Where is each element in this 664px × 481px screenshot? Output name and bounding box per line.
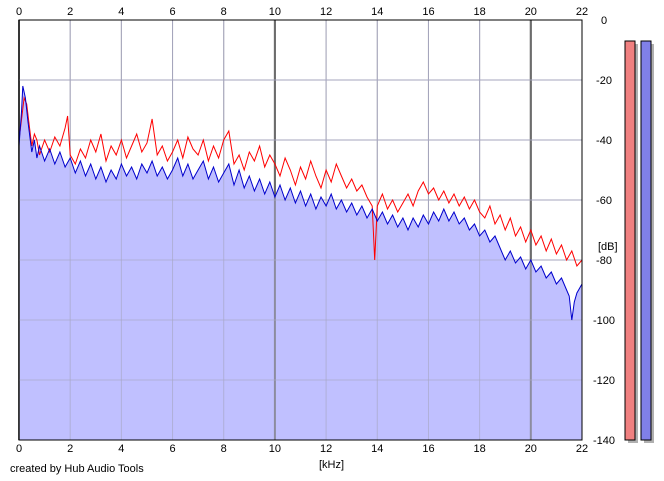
- meter-bar-right: [640, 40, 652, 441]
- x-tick-label-top: 0: [16, 6, 22, 18]
- series-line-blue: [18, 85, 583, 321]
- y-axis-label: [dB]: [598, 241, 618, 253]
- x-tick-label-top: 6: [169, 6, 175, 18]
- y-tick-label: -20: [596, 75, 612, 87]
- x-tick-label-top: 14: [371, 6, 383, 18]
- area-fill-path: [19, 86, 582, 440]
- y-tick-label: 0: [601, 15, 607, 27]
- x-tick-label-bottom: 22: [576, 443, 588, 455]
- x-tick-label-top: 16: [422, 6, 434, 18]
- y-tick-label: -100: [593, 315, 615, 327]
- x-axis-label: [kHz]: [319, 459, 344, 471]
- meter-bar-left: [624, 40, 636, 441]
- x-tick-label-bottom: 8: [221, 443, 227, 455]
- x-tick-label-bottom: 2: [67, 443, 73, 455]
- y-tick-label: -40: [596, 135, 612, 147]
- x-tick-label-top: 18: [474, 6, 486, 18]
- x-tick-label-bottom: 0: [16, 443, 22, 455]
- plot-border: [18, 19, 583, 441]
- y-axis-ticks: 0 -20 -40 -60 -80 -100 -120 -140: [593, 15, 615, 447]
- credit-text: created by Hub Audio Tools: [10, 463, 144, 475]
- y-tick-label: -80: [596, 255, 612, 267]
- x-tick-label-top: 20: [525, 6, 537, 18]
- x-tick-label-top: 10: [269, 6, 281, 18]
- x-tick-label-bottom: 16: [422, 443, 434, 455]
- x-tick-label-bottom: 6: [169, 443, 175, 455]
- x-tick-label-bottom: 10: [269, 443, 281, 455]
- x-tick-label-bottom: 12: [320, 443, 332, 455]
- x-tick-label-bottom: 4: [118, 443, 124, 455]
- x-tick-label-bottom: 18: [474, 443, 486, 455]
- y-tick-label: -120: [593, 375, 615, 387]
- y-tick-label: -140: [593, 435, 615, 447]
- x-tick-label-bottom: 20: [525, 443, 537, 455]
- x-tick-label-top: 22: [576, 6, 588, 18]
- x-tick-label-top: 4: [118, 6, 124, 18]
- series-line-red: [18, 96, 583, 267]
- x-tick-label-top: 2: [67, 6, 73, 18]
- x-tick-label-top: 12: [320, 6, 332, 18]
- x-tick-label-top: 8: [221, 6, 227, 18]
- series-lines: [18, 19, 583, 441]
- x-tick-label-bottom: 14: [371, 443, 383, 455]
- level-meters: [624, 40, 654, 443]
- y-tick-label: -60: [596, 195, 612, 207]
